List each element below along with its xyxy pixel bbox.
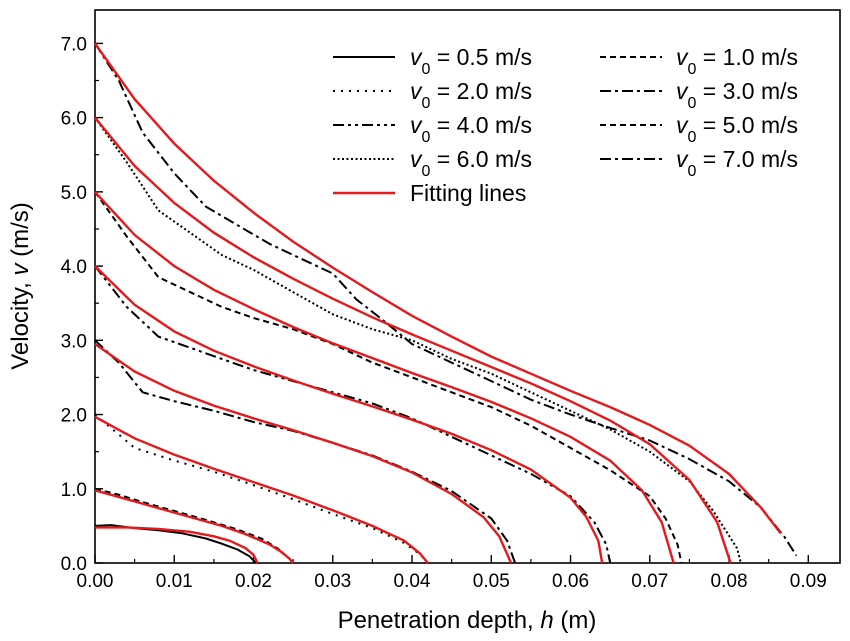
x-tick-label: 0.02 [235, 571, 272, 592]
fitting-line-6 [94, 191, 675, 564]
y-tick-label: 0.0 [61, 554, 87, 575]
legend-entry-label: v0 = 7.0 m/s [676, 146, 798, 180]
y-tick-label: 2.0 [61, 406, 87, 427]
plot-area-border [94, 9, 841, 564]
fitting-lines [94, 42, 782, 564]
x-tick-label: 0.04 [394, 571, 431, 592]
y-tick-label: 5.0 [61, 183, 87, 204]
legend-entry-label: v0 = 0.5 m/s [410, 44, 532, 78]
x-tick-label: 0.05 [473, 571, 510, 592]
legend-entry-label: v0 = 5.0 m/s [676, 112, 798, 146]
legend-entry-label: v0 = 4.0 m/s [410, 112, 532, 146]
y-tick-label: 1.0 [61, 480, 87, 501]
x-tick-label: 0.06 [552, 571, 589, 592]
fitting-line-5 [94, 265, 604, 564]
fitting-line-2 [94, 489, 295, 564]
legend-entry-label: v0 = 2.0 m/s [410, 78, 532, 112]
series-line-6 [94, 191, 683, 564]
y-tick-label: 4.0 [61, 257, 87, 278]
fitting-line-1 [95, 526, 259, 564]
series-line-5 [94, 265, 612, 564]
x-axis-title: Penetration depth, h (m) [338, 607, 597, 634]
series-line-8 [94, 42, 798, 557]
legend-entry-label: v0 = 1.0 m/s [676, 44, 798, 78]
legend: v0 = 0.5 m/s v0 = 1.0 m/sv0 = 2.0 m/s v0 =… [333, 44, 798, 206]
x-tick-label: 0.07 [631, 571, 668, 592]
legend-entry-fitting-label: Fitting lines [410, 180, 526, 206]
fitting-line-4 [94, 343, 513, 564]
x-tick-label: 0.09 [790, 571, 827, 592]
series-line-7 [94, 117, 742, 564]
y-axis: 0.0 1.0 2.0 3.0 4.0 5.0 6.0 7.0 [61, 34, 103, 575]
x-tick-label: 0.01 [156, 571, 193, 592]
y-axis-title: Velocity, v (m/s) [7, 202, 34, 370]
fitting-line-8 [94, 42, 782, 535]
x-tick-label: 0.00 [77, 571, 114, 592]
fitting-line-7 [94, 116, 732, 564]
y-tick-label: 3.0 [61, 331, 87, 352]
fitting-line-3 [94, 415, 429, 564]
x-tick-label: 0.03 [314, 571, 351, 592]
plot-frame [94, 9, 841, 564]
legend-entry-label: v0 = 6.0 m/s [410, 146, 532, 180]
y-tick-label: 7.0 [61, 34, 87, 55]
x-axis: 0.00 0.01 0.02 0.03 0.04 0.05 0.06 0.07 0.08 0.09 [77, 555, 827, 592]
x-tick-label: 0.08 [711, 571, 748, 592]
y-tick-label: 6.0 [61, 109, 87, 130]
legend-entry-label: v0 = 3.0 m/s [676, 78, 798, 112]
